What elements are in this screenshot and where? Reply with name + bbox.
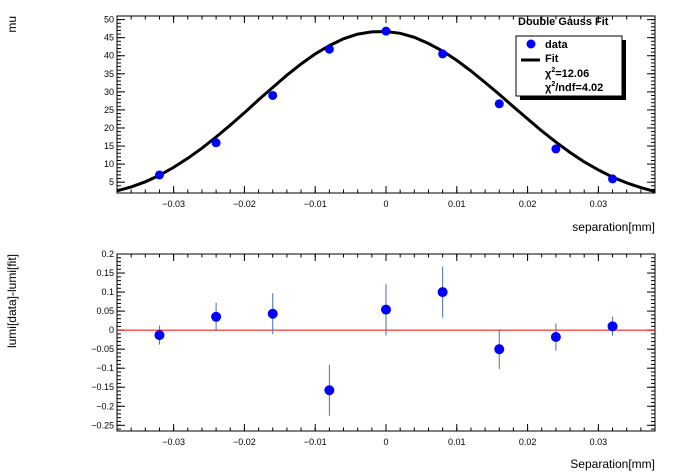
bottom-plot-frame	[116, 253, 656, 432]
bottom-y-tick-label: 0	[109, 325, 114, 335]
legend-chi2ndf-sup: 2	[551, 81, 555, 88]
data-point	[551, 144, 561, 154]
bottom-y-tick-label: −0.05	[91, 344, 114, 354]
data-point	[438, 49, 448, 59]
top-data-points	[154, 26, 618, 184]
data-point	[211, 138, 221, 148]
top-y-tick-label: 20	[104, 123, 114, 133]
top-y-tick-label: 30	[104, 87, 114, 97]
legend-entry-data: data	[545, 39, 569, 51]
residual-point	[211, 311, 222, 322]
legend-chi2-symbol: χ	[545, 68, 552, 80]
residual-point	[494, 344, 505, 355]
data-point	[154, 170, 164, 180]
bottom-y-tick-label: 0.1	[101, 287, 114, 297]
top-y-tick-label: 40	[104, 51, 114, 61]
bottom-x-tick-label: 0.01	[448, 437, 466, 447]
top-ticks: −0.03 −0.02 −0.01 0 0.01 0.02 0.03 5 10 15 20 25 30 3…	[104, 15, 656, 209]
top-x-tick-label: −0.02	[233, 199, 256, 209]
bottom-y-tick-label: −0.2	[96, 401, 114, 411]
top-panel: −0.03 −0.02 −0.01 0 0.01 0.02 0.03 5 10 15 20 25 30 3…	[5, 15, 656, 234]
top-x-tick-label: 0.01	[448, 199, 466, 209]
legend-chi2ndf: χ2/ndf=4.02	[545, 81, 603, 94]
chart-title: Double Gauss Fit	[518, 16, 609, 28]
bottom-panel: −0.03 −0.02 −0.01 0 0.01 0.02 0.03 −0.25 −0.2 −0.…	[5, 249, 656, 471]
top-x-tick-label: 0.03	[590, 199, 608, 209]
top-x-tick-label: −0.03	[162, 199, 185, 209]
bottom-ticks: −0.03 −0.02 −0.01 0 0.01 0.02 0.03 −0.25 −0.2 −0.…	[91, 249, 656, 447]
top-y-tick-label: 35	[104, 69, 114, 79]
residual-point	[324, 385, 335, 396]
top-y-tick-label: 5	[109, 177, 114, 187]
top-y-tick-label: 45	[104, 33, 114, 43]
legend-chi2-value: =12.06	[555, 68, 589, 80]
bottom-y-tick-label: 0.05	[96, 306, 114, 316]
legend-chi2-sup: 2	[551, 67, 555, 74]
legend-chi2: χ2=12.06	[545, 67, 589, 80]
top-y-tick-label: 50	[104, 15, 114, 25]
top-y-tick-label: 25	[104, 105, 114, 115]
top-x-tick-label: 0	[383, 199, 388, 209]
data-point	[494, 99, 504, 109]
bottom-x-tick-label: 0	[383, 437, 388, 447]
bottom-x-tick-label: −0.03	[162, 437, 185, 447]
residual-point	[607, 321, 618, 332]
residual-point	[381, 304, 391, 315]
top-y-tick-label: 10	[104, 159, 114, 169]
top-y-tick-label: 15	[104, 141, 114, 151]
legend-entry-fit: Fit	[545, 53, 559, 65]
top-x-tick-label: −0.01	[304, 199, 327, 209]
residual-point	[267, 308, 278, 319]
top-x-axis-title: separation[mm]	[572, 220, 655, 234]
bottom-y-tick-label: −0.1	[96, 363, 114, 373]
bottom-residual-points	[154, 266, 618, 416]
data-point	[381, 26, 391, 36]
data-point	[324, 44, 334, 54]
bottom-y-tick-label: −0.25	[91, 420, 114, 430]
bottom-y-axis-title: lumi[data]-lumi[fit]	[5, 254, 19, 348]
legend-data-marker	[526, 39, 536, 49]
bottom-x-tick-label: 0.02	[519, 437, 537, 447]
legend-chi2ndf-symbol: χ	[545, 82, 552, 94]
bottom-x-axis-title: Separation[mm]	[570, 457, 655, 471]
bottom-x-tick-label: −0.01	[304, 437, 327, 447]
top-y-axis-title: mu	[5, 16, 19, 33]
residual-point	[437, 287, 448, 298]
top-x-tick-label: 0.02	[519, 199, 537, 209]
data-point	[268, 90, 278, 100]
residual-point	[550, 331, 561, 342]
bottom-y-tick-label: 0.15	[96, 268, 114, 278]
bottom-x-tick-label: −0.02	[233, 437, 256, 447]
legend: Double Gauss Fit data Fit χ2=12.06 χ2/nd…	[515, 16, 626, 100]
legend-chi2ndf-value: /ndf=4.02	[555, 82, 603, 94]
bottom-y-tick-label: −0.15	[91, 382, 114, 392]
residual-point	[154, 330, 165, 341]
bottom-x-tick-label: 0.03	[590, 437, 608, 447]
bottom-y-tick-label: 0.2	[101, 249, 114, 259]
data-point	[608, 174, 618, 184]
